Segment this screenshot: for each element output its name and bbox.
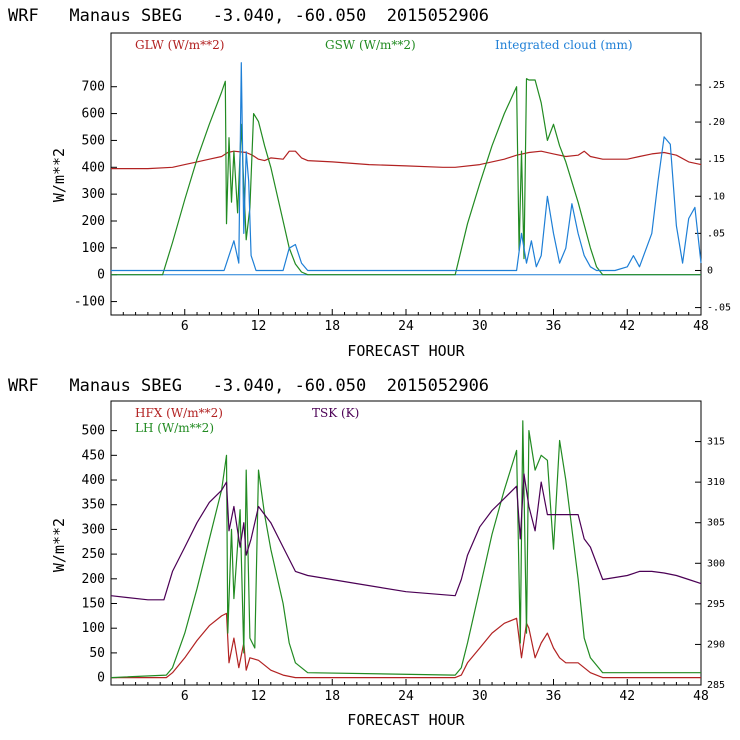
y2-tick-label: 305 xyxy=(707,518,725,529)
y2-tick-label: -.05 xyxy=(707,303,731,314)
legend-glw: GLW (W/m**2) xyxy=(135,38,224,52)
y-tick-label: 100 xyxy=(82,241,105,256)
x-tick-label: 6 xyxy=(181,319,189,334)
series-line-tsk xyxy=(110,473,702,601)
x-tick-label: 24 xyxy=(398,319,414,334)
series-line-integrated xyxy=(111,62,702,272)
y2-tick-label: 285 xyxy=(707,680,725,691)
chart-1-ylabel: W/m**2 xyxy=(50,148,68,202)
chart-2-frame xyxy=(110,400,702,686)
x-tick-label: 18 xyxy=(324,319,340,334)
y-tick-label: 300 xyxy=(82,522,105,537)
y-tick-label: 700 xyxy=(82,80,105,95)
x-tick-label: 12 xyxy=(251,689,267,704)
series-line-gsw xyxy=(111,78,701,276)
chart-1-frame xyxy=(110,32,702,316)
y2-tick-label: .05 xyxy=(707,228,725,239)
x-tick-label: 48 xyxy=(693,689,709,704)
legend-cloud: Integrated cloud (mm) xyxy=(495,38,633,52)
x-tick-label: 42 xyxy=(619,319,635,334)
y-tick-label: 600 xyxy=(82,107,105,122)
y2-tick-label: .10 xyxy=(707,191,725,202)
y-tick-label: 250 xyxy=(82,547,105,562)
y-tick-label: 200 xyxy=(82,214,105,229)
chart-2-ticks: 6 12 18 24 30 36 42 48 0 50 100 150 200 250 300 350 400 4… xyxy=(82,424,726,704)
y-tick-label: 150 xyxy=(82,597,105,612)
y2-tick-label: .25 xyxy=(707,80,725,91)
chart-2-xlabel: FORECAST HOUR xyxy=(347,711,465,729)
y2-tick-label: 300 xyxy=(707,558,725,569)
y-tick-label: 400 xyxy=(82,473,105,488)
y-tick-label: 0 xyxy=(97,268,105,283)
y2-tick-label: 0 xyxy=(707,265,713,276)
series-line-hfx xyxy=(111,612,701,679)
y2-tick-label: 315 xyxy=(707,437,725,448)
y2-tick-label: .15 xyxy=(707,154,725,165)
x-tick-label: 30 xyxy=(472,689,488,704)
y-tick-label: -100 xyxy=(74,295,105,310)
x-tick-label: 24 xyxy=(398,689,414,704)
y-tick-label: 0 xyxy=(97,671,105,686)
x-tick-label: 48 xyxy=(693,319,709,334)
x-tick-label: 36 xyxy=(546,319,562,334)
x-tick-label: 12 xyxy=(251,319,267,334)
chart-2-series xyxy=(110,420,702,679)
y-tick-label: 100 xyxy=(82,621,105,636)
y-tick-label: 350 xyxy=(82,498,105,513)
x-tick-label: 36 xyxy=(546,689,562,704)
chart-1-series xyxy=(111,62,702,276)
y-tick-label: 500 xyxy=(82,133,105,148)
y2-tick-label: 310 xyxy=(707,477,725,488)
y2-tick-label: 295 xyxy=(707,599,725,610)
chart-2-title: WRF Manaus SBEG -3.040, -60.050 20150529… xyxy=(8,376,489,396)
y2-tick-label: 290 xyxy=(707,639,725,650)
legend-gsw: GSW (W/m**2) xyxy=(325,38,416,52)
chart-1-title: WRF Manaus SBEG -3.040, -60.050 20150529… xyxy=(8,6,489,26)
legend-lh: LH (W/m**2) xyxy=(135,421,214,435)
y-tick-label: 300 xyxy=(82,187,105,202)
y-tick-label: 200 xyxy=(82,572,105,587)
y-tick-label: 500 xyxy=(82,424,105,439)
legend-hfx: HFX (W/m**2) xyxy=(135,406,223,420)
y2-tick-label: .20 xyxy=(707,117,725,128)
legend-tsk: TSK (K) xyxy=(312,406,359,420)
x-tick-label: 30 xyxy=(472,319,488,334)
series-line-lh xyxy=(110,420,701,679)
chart-1-xlabel: FORECAST HOUR xyxy=(347,342,465,360)
y-tick-label: 450 xyxy=(82,448,105,463)
chart-1-ticks: 6 12 18 24 30 36 42 48 -100 0 100 200 300 400 500 600 70… xyxy=(74,80,731,334)
y-tick-label: 50 xyxy=(89,646,105,661)
chart-2-ylabel: W/m**2 xyxy=(50,518,68,572)
series-line-glw xyxy=(111,150,702,170)
y-tick-label: 400 xyxy=(82,160,105,175)
x-tick-label: 42 xyxy=(619,689,635,704)
x-tick-label: 6 xyxy=(181,689,189,704)
x-tick-label: 18 xyxy=(324,689,340,704)
